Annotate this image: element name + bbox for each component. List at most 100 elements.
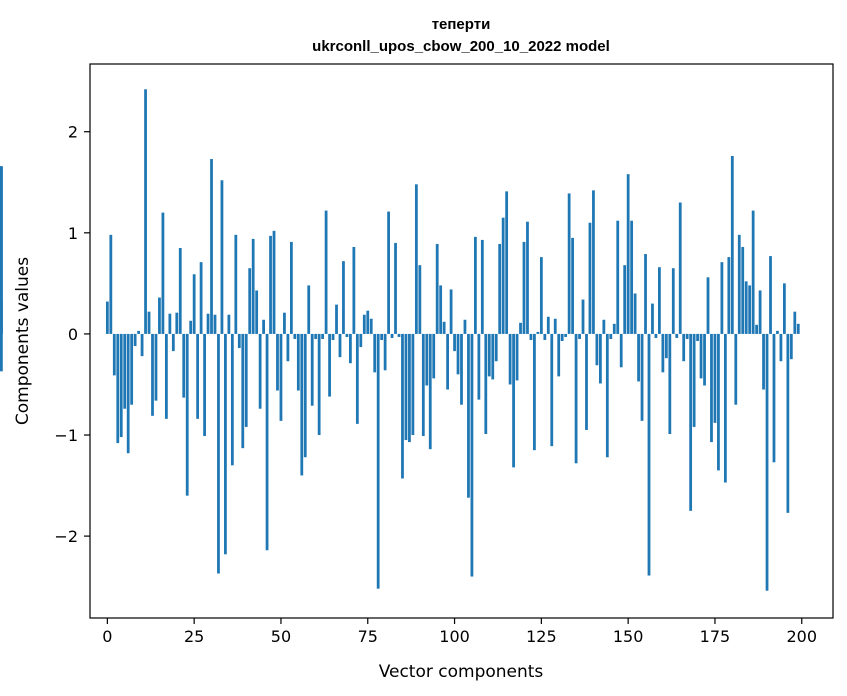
bar-154 [640,333,644,421]
bar-4 [119,333,123,438]
bar-1 [109,234,113,334]
bar-8 [133,333,137,347]
x-axis-ticks: 0 25 50 75 100 125 150 175 200 [102,618,817,646]
bar-49 [276,333,279,391]
bar-161 [664,333,668,359]
bar-119 [519,322,522,334]
bar-33 [220,180,224,334]
bar-13 [151,333,154,416]
bar-77 [373,333,377,373]
bar-99 [449,289,453,334]
y-axis-ticks: −2 −1 0 1 2 [54,123,90,546]
y-tick-label: 0 [68,325,78,344]
bar-52 [286,333,290,362]
bar-144 [605,333,609,458]
bar-15 [158,297,161,334]
bar-143 [602,319,606,334]
x-tick-label: 175 [700,627,731,646]
bar-76 [369,318,373,334]
bar-184 [744,281,748,334]
bar-39 [241,333,245,449]
bar-152 [633,293,637,334]
bar-79 [380,333,384,340]
bar-undefined [0,333,3,372]
bar-190 [765,333,769,591]
bar-178 [723,333,727,483]
bar-139 [588,222,592,334]
bar-65 [331,333,335,340]
bar-84 [397,333,401,337]
bar-37 [234,234,238,334]
y-tick-label: −2 [54,527,78,546]
bar-75 [366,310,370,334]
bar-156 [647,333,651,576]
bar-66 [335,304,338,334]
bar-47 [269,235,272,334]
bar-116 [508,333,512,385]
bar-104 [467,333,470,498]
bar-96 [439,285,443,334]
bar-64 [328,333,331,397]
bar-63 [324,210,328,334]
bar-80 [383,333,387,371]
bar-128 [550,333,554,447]
bar-67 [338,333,342,358]
bar-2 [112,333,116,376]
bar-142 [598,333,602,384]
x-tick-label: 25 [184,627,204,646]
bar-58 [307,285,311,334]
bar-20 [175,312,179,334]
bar-126 [543,333,547,340]
bar-172 [703,333,706,386]
bar-187 [755,324,759,334]
bar-undefined [0,300,3,334]
bar-18 [168,313,172,334]
bar-53 [289,241,293,334]
bar-26 [196,333,200,419]
bar-168 [689,333,693,511]
bar-181 [734,333,738,405]
bar-36 [230,333,234,466]
bar-72 [355,333,359,424]
bar-90 [418,265,422,334]
bar-102 [460,333,463,405]
bar-132 [564,333,568,337]
bar-32 [217,333,220,574]
bar-42 [251,238,255,334]
bar-174 [710,333,713,443]
bar-148 [619,333,623,368]
bar-171 [699,333,703,379]
bar-120 [522,241,526,334]
x-tick-label: 200 [786,627,817,646]
x-tick-label: 0 [102,627,112,646]
bar-50 [279,333,283,421]
bar-71 [352,246,356,334]
bar-137 [581,299,585,334]
x-tick-label: 125 [526,627,557,646]
bar-164 [675,333,679,338]
bar-110 [487,333,491,377]
bar-45 [262,319,265,334]
bar-3 [116,333,120,444]
bar-19 [171,333,175,352]
bar-195 [783,283,786,334]
bar-133 [567,193,571,334]
y-tick-label: −1 [54,426,78,445]
bar-114 [501,217,505,334]
bar-193 [776,330,779,334]
bar-166 [682,333,686,362]
bar-192 [772,333,776,463]
bar-159 [658,267,661,334]
bar-69 [345,333,349,337]
bar-165 [678,202,682,334]
bar-167 [685,333,689,339]
bar-127 [546,316,550,334]
bar-136 [578,333,581,339]
bar-160 [661,333,665,373]
bar-34 [224,333,227,555]
bar-115 [505,191,509,334]
bar-150 [626,174,630,334]
bar-185 [748,285,752,334]
